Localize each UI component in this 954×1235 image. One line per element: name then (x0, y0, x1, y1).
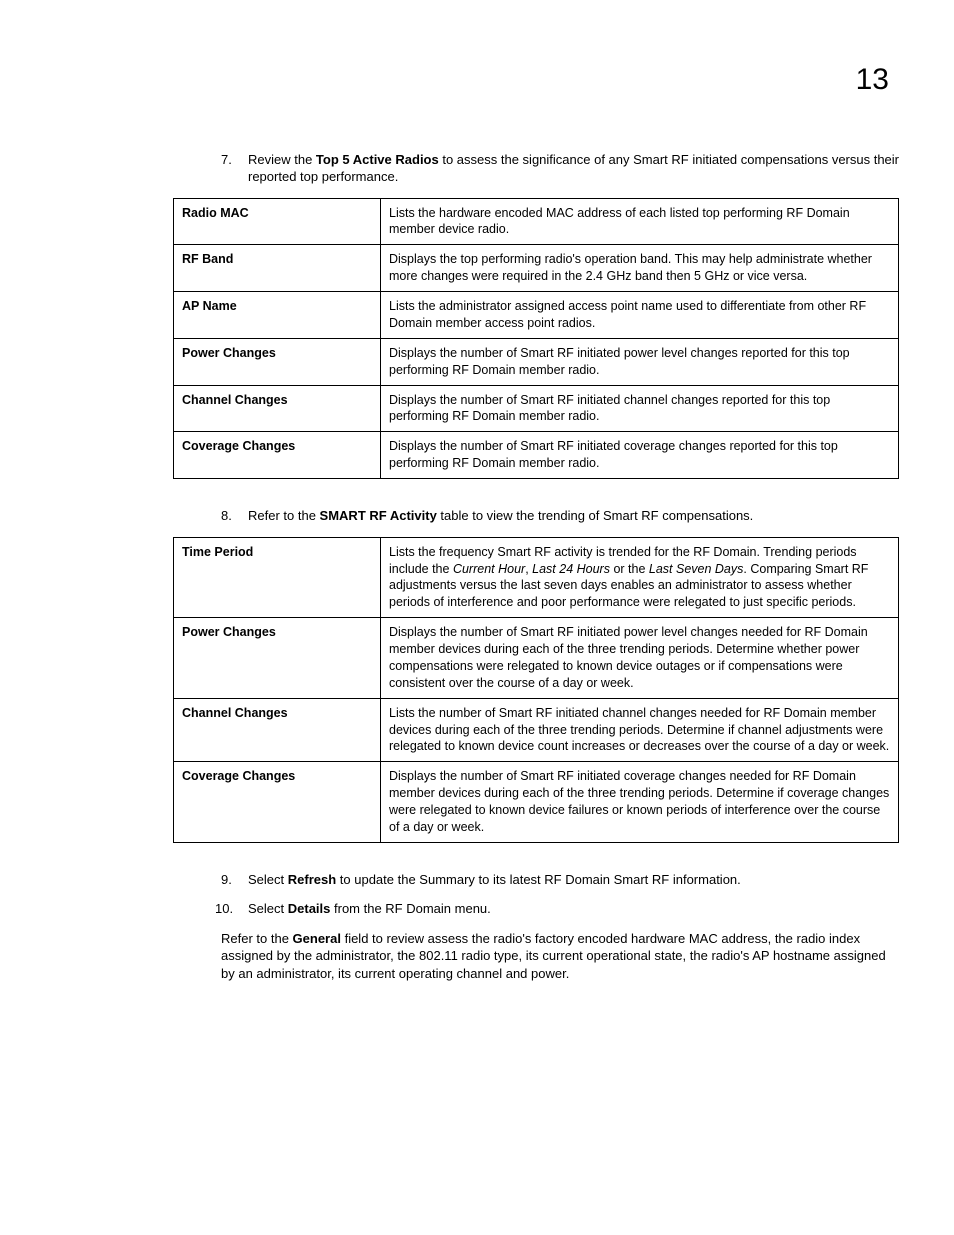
step-7: 7. Review the Top 5 Active Radios to ass… (173, 151, 899, 186)
step-7-num: 7. (221, 151, 232, 169)
table-row: AP NameLists the administrator assigned … (174, 292, 899, 339)
step-8-pre: Refer to the (248, 508, 320, 523)
table-row: RF BandDisplays the top performing radio… (174, 245, 899, 292)
table-row: Coverage ChangesDisplays the number of S… (174, 432, 899, 479)
table-row: Channel ChangesLists the number of Smart… (174, 698, 899, 762)
step-10: 10. Select Details from the RF Domain me… (173, 900, 899, 918)
page-number: 13 (55, 60, 899, 101)
step-9-post: to update the Summary to its latest RF D… (336, 872, 741, 887)
smart-rf-activity-table: Time PeriodLists the frequency Smart RF … (173, 537, 899, 843)
closing-pre: Refer to the (221, 931, 293, 946)
desc-cell: Lists the administrator assigned access … (381, 292, 899, 339)
term-cell: AP Name (174, 292, 381, 339)
table-row: Power ChangesDisplays the number of Smar… (174, 618, 899, 699)
table-row: Channel ChangesDisplays the number of Sm… (174, 385, 899, 432)
step-8-bold: SMART RF Activity (320, 508, 437, 523)
term-cell: Coverage Changes (174, 762, 381, 843)
step-10-pre: Select (248, 901, 288, 916)
step-10-num: 10. (215, 900, 233, 918)
table-row: Radio MACLists the hardware encoded MAC … (174, 198, 899, 245)
step-9-num: 9. (221, 871, 232, 889)
step-7-pre: Review the (248, 152, 316, 167)
table-row: Time PeriodLists the frequency Smart RF … (174, 537, 899, 618)
step-10-bold: Details (288, 901, 331, 916)
table-row: Coverage ChangesDisplays the number of S… (174, 762, 899, 843)
desc-cell: Displays the number of Smart RF initiate… (381, 338, 899, 385)
desc-cell: Displays the number of Smart RF initiate… (381, 385, 899, 432)
step-10-post: from the RF Domain menu. (330, 901, 490, 916)
term-cell: Power Changes (174, 338, 381, 385)
step-8: 8. Refer to the SMART RF Activity table … (173, 507, 899, 525)
desc-cell: Displays the number of Smart RF initiate… (381, 618, 899, 699)
term-cell: Radio MAC (174, 198, 381, 245)
step-9: 9. Select Refresh to update the Summary … (173, 871, 899, 889)
step-8-num: 8. (221, 507, 232, 525)
step-8-post: table to view the trending of Smart RF c… (437, 508, 754, 523)
desc-cell: Lists the hardware encoded MAC address o… (381, 198, 899, 245)
term-cell: Power Changes (174, 618, 381, 699)
table-row: Power ChangesDisplays the number of Smar… (174, 338, 899, 385)
desc-cell: Lists the number of Smart RF initiated c… (381, 698, 899, 762)
desc-cell: Displays the number of Smart RF initiate… (381, 762, 899, 843)
step-9-bold: Refresh (288, 872, 336, 887)
closing-bold: General (293, 931, 341, 946)
term-cell: RF Band (174, 245, 381, 292)
desc-cell: Displays the top performing radio's oper… (381, 245, 899, 292)
closing-paragraph: Refer to the General field to review ass… (173, 930, 899, 983)
step-7-bold: Top 5 Active Radios (316, 152, 439, 167)
term-cell: Channel Changes (174, 698, 381, 762)
desc-cell: Lists the frequency Smart RF activity is… (381, 537, 899, 618)
page-content: 7. Review the Top 5 Active Radios to ass… (173, 151, 899, 983)
term-cell: Coverage Changes (174, 432, 381, 479)
desc-cell: Displays the number of Smart RF initiate… (381, 432, 899, 479)
term-cell: Time Period (174, 537, 381, 618)
term-cell: Channel Changes (174, 385, 381, 432)
step-9-pre: Select (248, 872, 288, 887)
active-radios-table: Radio MACLists the hardware encoded MAC … (173, 198, 899, 480)
